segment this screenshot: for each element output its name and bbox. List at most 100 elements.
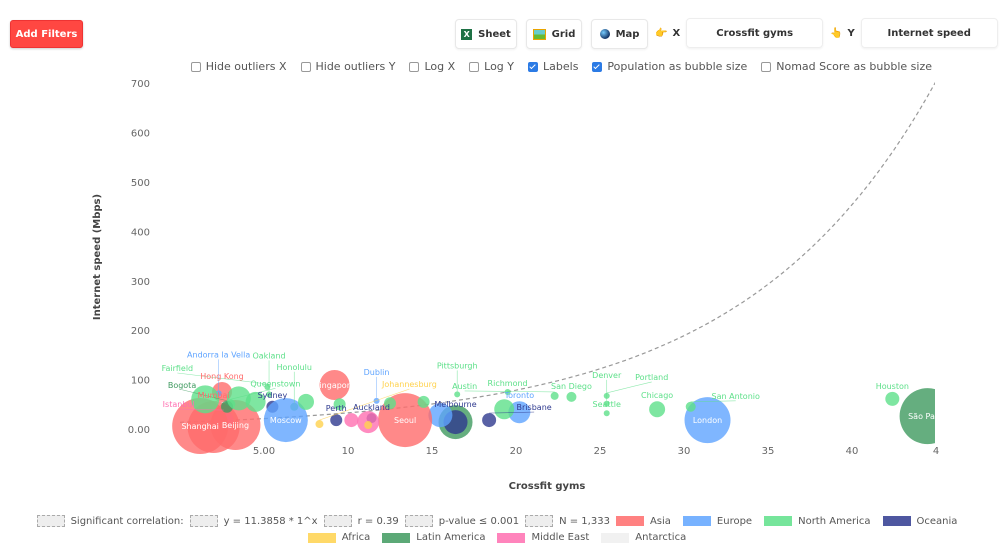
legend-label: Africa xyxy=(341,532,371,543)
data-point[interactable] xyxy=(566,391,577,402)
point-label: Sydney xyxy=(258,391,288,400)
data-point[interactable] xyxy=(364,421,373,430)
data-point[interactable] xyxy=(649,401,666,418)
p-value: p-value ≤ 0.001 xyxy=(438,515,520,527)
point-label: Richmond xyxy=(488,379,528,388)
r-value: r = 0.39 xyxy=(357,515,399,527)
option-log-y[interactable]: Log Y xyxy=(469,60,514,73)
spreadsheet-icon: X xyxy=(461,28,473,40)
option-log-x[interactable]: Log X xyxy=(409,60,455,73)
point-label: Seattle xyxy=(593,400,621,409)
data-point[interactable] xyxy=(373,397,380,404)
data-point[interactable] xyxy=(899,388,956,445)
x-tick-label: 25 xyxy=(594,446,607,457)
option-population-as-bubble-size[interactable]: Population as bubble size xyxy=(592,60,747,73)
legend-swatch-africa[interactable] xyxy=(307,532,336,543)
grid-button[interactable]: Grid xyxy=(526,19,582,49)
checkbox[interactable] xyxy=(592,61,603,72)
map-label: Map xyxy=(615,28,640,40)
data-point[interactable] xyxy=(266,391,273,398)
data-point[interactable] xyxy=(685,401,696,412)
checkbox[interactable] xyxy=(469,61,480,72)
data-point[interactable] xyxy=(226,386,251,411)
x-tick-label: 40 xyxy=(846,446,859,457)
data-point[interactable] xyxy=(298,393,314,410)
y-tick-label: 200 xyxy=(131,326,150,337)
point-label: Mumbai xyxy=(198,391,230,400)
data-point[interactable] xyxy=(603,410,610,417)
option-nomad-score-as-bubble-size[interactable]: Nomad Score as bubble size xyxy=(761,60,932,73)
data-point[interactable] xyxy=(263,398,308,443)
data-point[interactable] xyxy=(191,385,220,414)
data-point[interactable] xyxy=(428,403,453,428)
data-point[interactable] xyxy=(603,400,610,407)
data-point[interactable] xyxy=(885,391,900,406)
option-label: Log X xyxy=(424,60,456,73)
data-point[interactable] xyxy=(245,391,266,412)
point-label: Oakland xyxy=(252,351,285,360)
data-point[interactable] xyxy=(330,414,343,427)
legend-swatch-middle-east[interactable] xyxy=(497,532,526,543)
legend-swatch-asia[interactable] xyxy=(615,516,644,526)
option-label: Log Y xyxy=(484,60,515,73)
data-point[interactable] xyxy=(417,395,430,408)
legend-swatch-europe[interactable] xyxy=(682,516,711,526)
point-label: Andorra la Vella xyxy=(187,350,250,359)
option-hide-outliers-y[interactable]: Hide outliers Y xyxy=(300,60,395,73)
pointing-left-hand-icon: 👉 xyxy=(655,27,668,39)
x-tick-label: 20 xyxy=(510,446,523,457)
label-leader-line xyxy=(319,388,410,421)
data-point[interactable] xyxy=(482,413,497,428)
legend-swatch-oceania[interactable] xyxy=(882,516,911,526)
y-axis-selector[interactable]: 👆 Y Internet speed xyxy=(830,18,998,48)
point-label: Auckland xyxy=(353,403,390,412)
point-label: Seoul xyxy=(394,416,416,425)
point-label: Singapore xyxy=(314,381,354,390)
sheet-button[interactable]: X Sheet xyxy=(455,19,517,49)
option-label: Population as bubble size xyxy=(607,60,748,73)
data-point[interactable] xyxy=(384,397,396,410)
y-axis-dropdown[interactable]: Internet speed xyxy=(860,18,998,48)
data-point[interactable] xyxy=(684,397,731,444)
label-leader-line xyxy=(464,390,555,393)
checkbox[interactable] xyxy=(409,61,420,72)
regression-equation: y = 11.3858 * 1^x xyxy=(223,515,318,527)
add-filters-button[interactable]: Add Filters xyxy=(10,20,83,48)
data-point[interactable] xyxy=(319,370,350,401)
y-axis-label: Y xyxy=(847,27,855,39)
point-label: Hong Kong xyxy=(200,372,244,381)
data-point[interactable] xyxy=(187,401,240,454)
point-label: Perth xyxy=(326,404,347,413)
legend-swatch-antarctica[interactable] xyxy=(601,532,630,543)
legend-label: Latin America xyxy=(416,532,486,543)
data-point[interactable] xyxy=(550,391,559,400)
legend-swatch-north-america[interactable] xyxy=(764,516,793,526)
option-hide-outliers-x[interactable]: Hide outliers X xyxy=(190,60,287,73)
checkbox[interactable] xyxy=(528,61,539,72)
legend-label: Antarctica xyxy=(635,532,687,543)
data-point[interactable] xyxy=(333,398,346,411)
x-tick-label: 30 xyxy=(678,446,691,457)
x-axis-dropdown[interactable]: Crossfit gyms xyxy=(686,18,824,48)
point-label: Portland xyxy=(635,373,668,382)
chart-options: Hide outliers X Hide outliers Y Log X Log Y… xyxy=(190,60,932,73)
checkbox[interactable] xyxy=(761,61,772,72)
checkbox[interactable] xyxy=(300,61,311,72)
data-point[interactable] xyxy=(504,388,511,395)
globe-icon xyxy=(599,29,610,39)
data-point[interactable] xyxy=(454,391,461,398)
map-button[interactable]: Map xyxy=(591,19,648,49)
checkbox[interactable] xyxy=(190,61,201,72)
point-label: San Antonio xyxy=(712,392,760,401)
data-point[interactable] xyxy=(344,413,359,428)
y-tick-label: 0.00 xyxy=(128,425,150,436)
x-axis-title: Crossfit gyms xyxy=(509,481,586,492)
option-labels[interactable]: Labels xyxy=(528,60,578,73)
point-label: Bogota xyxy=(168,381,196,390)
data-point[interactable] xyxy=(315,420,324,429)
x-tick-label: 5.00 xyxy=(253,446,275,457)
data-point[interactable] xyxy=(494,399,515,420)
legend-swatch-latin-america[interactable] xyxy=(382,532,411,543)
x-axis-selector[interactable]: 👉 X Crossfit gyms xyxy=(655,18,824,48)
picture-icon xyxy=(532,28,546,40)
